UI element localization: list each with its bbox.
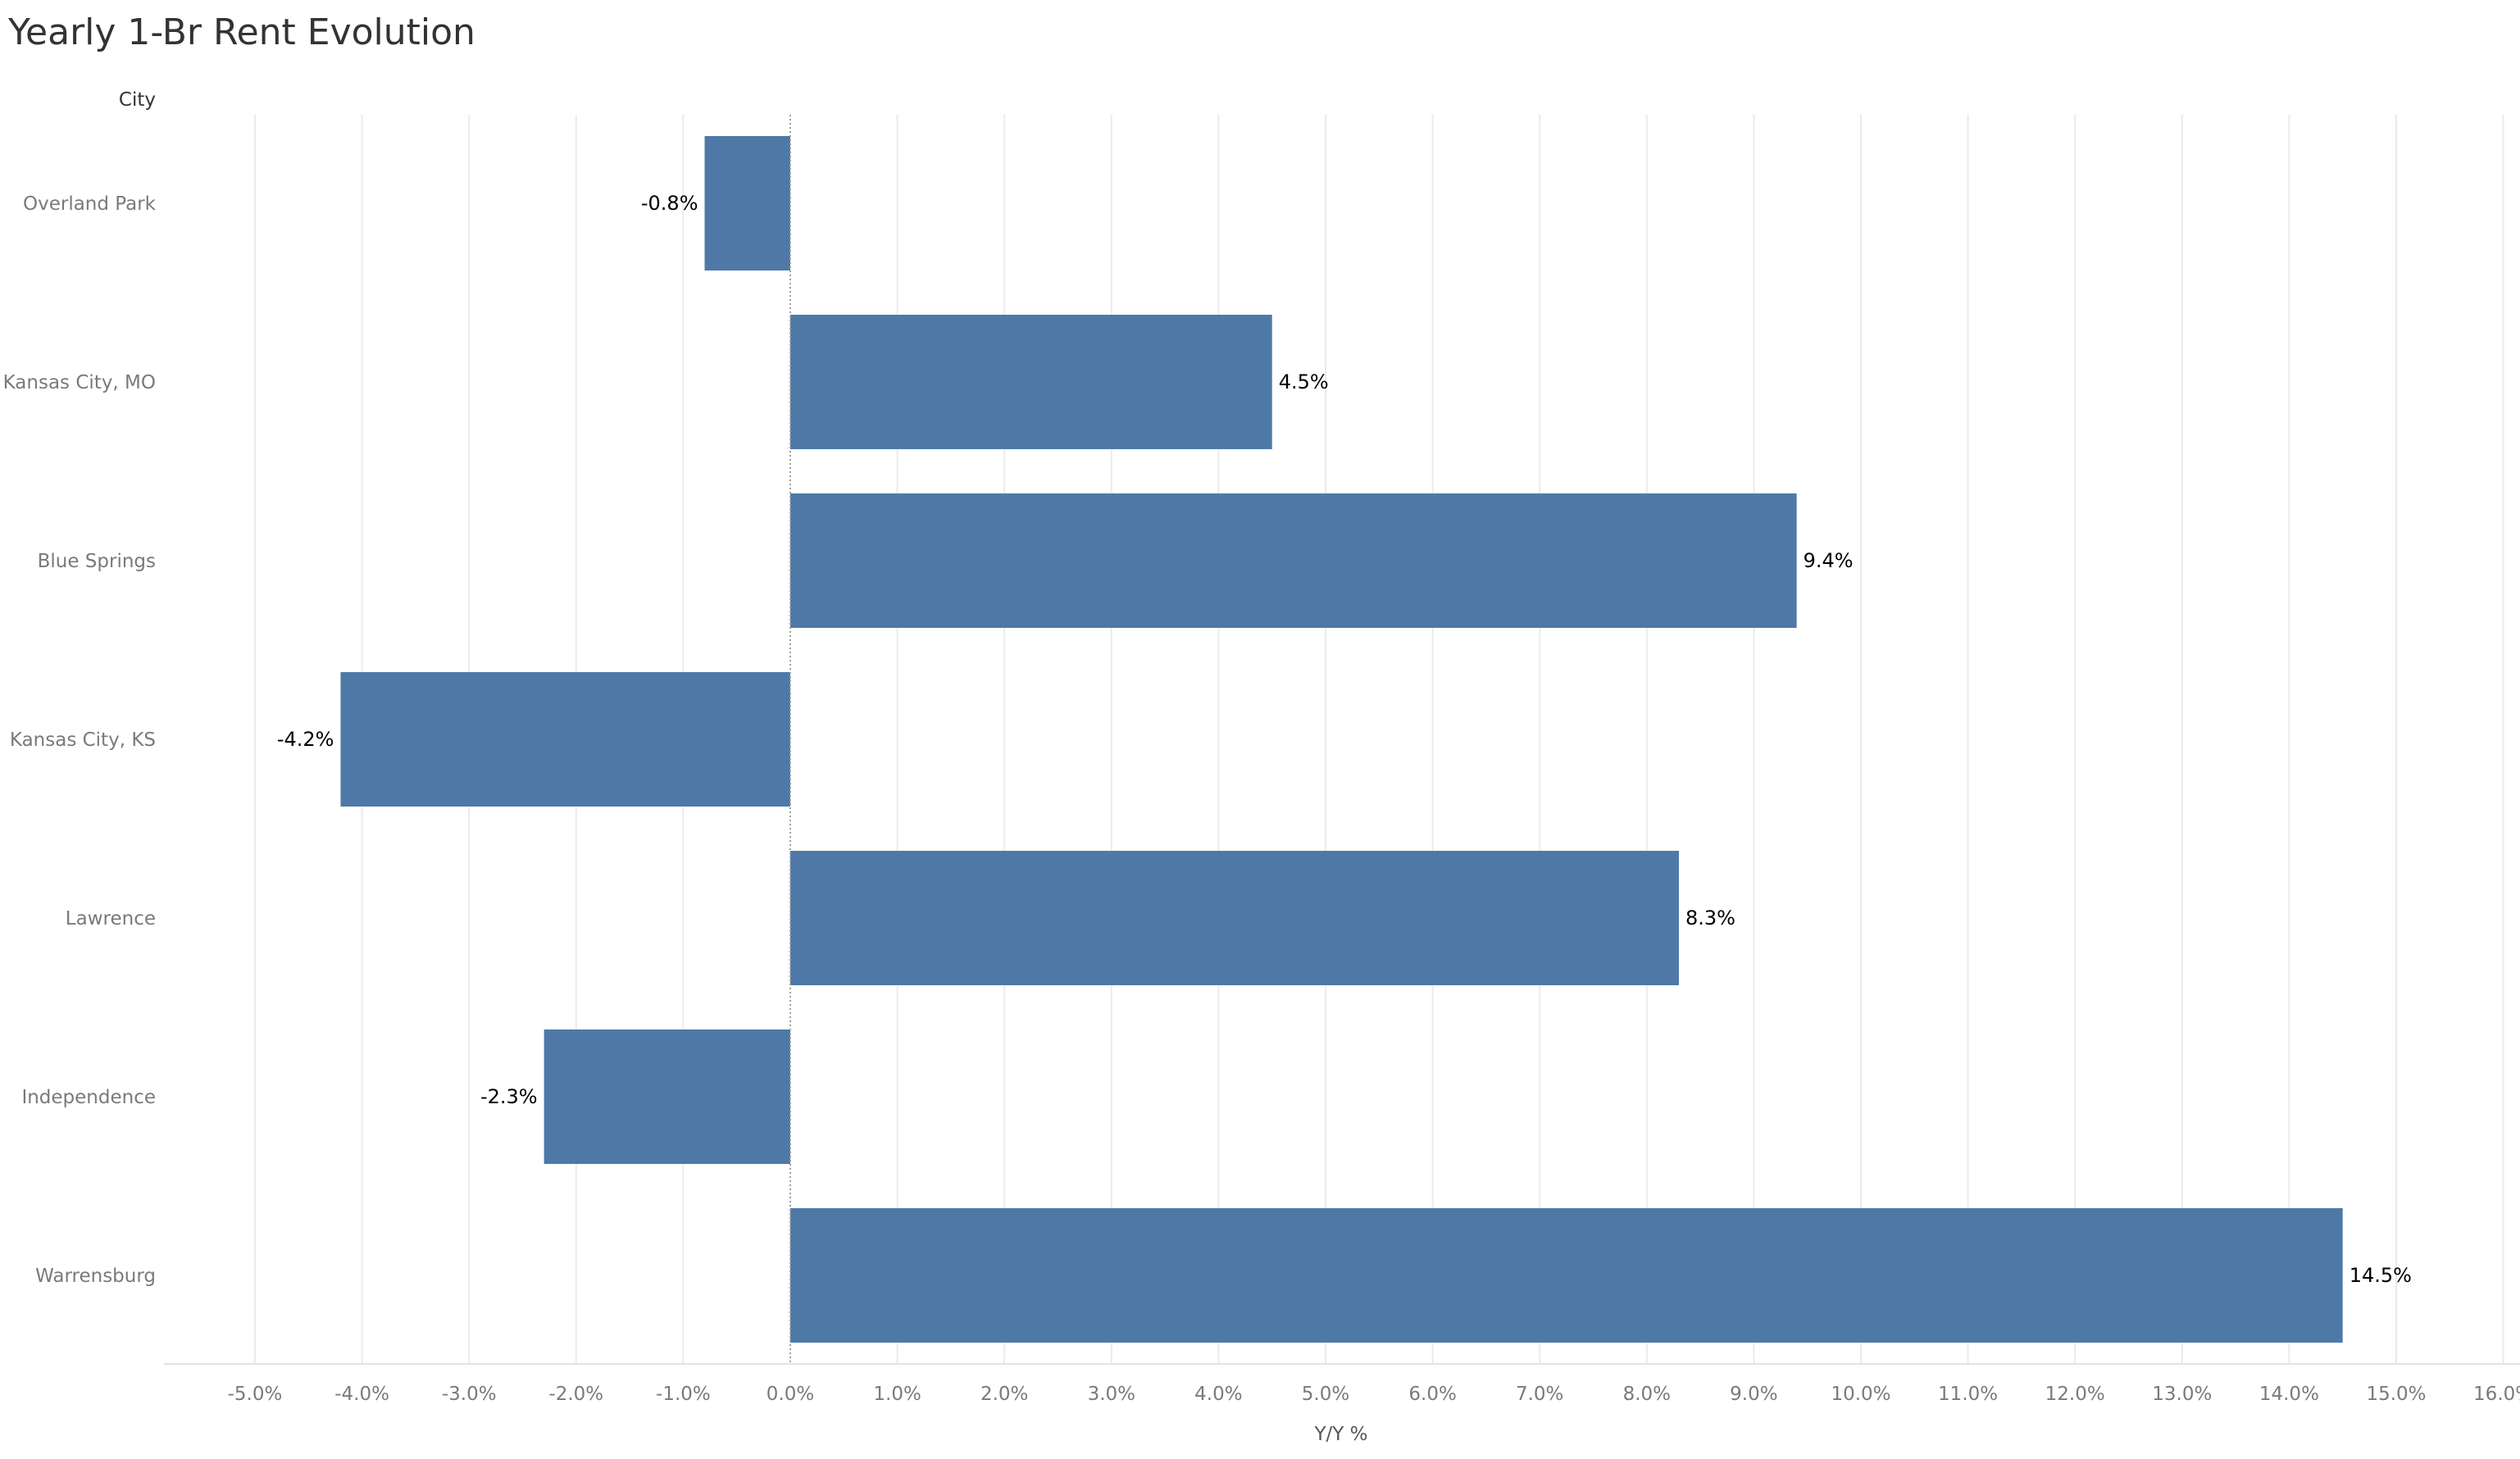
data-label: 14.5% bbox=[2349, 1264, 2412, 1287]
bar[interactable] bbox=[340, 672, 791, 807]
x-tick-label: 5.0% bbox=[1302, 1384, 1349, 1405]
category-label: Kansas City, KS bbox=[10, 730, 156, 751]
x-tick-label: 14.0% bbox=[2259, 1384, 2319, 1405]
x-tick-label: -4.0% bbox=[334, 1384, 389, 1405]
category-label: Independence bbox=[21, 1087, 156, 1108]
category-label: Overland Park bbox=[23, 193, 157, 215]
category-label: Blue Springs bbox=[38, 551, 156, 572]
x-tick-label: 3.0% bbox=[1088, 1384, 1135, 1405]
category-labels: Overland Park Kansas City, MO Blue Springs… bbox=[3, 193, 157, 1287]
bar[interactable] bbox=[544, 1029, 790, 1164]
data-label: -4.2% bbox=[277, 728, 334, 751]
x-tick-label: 16.0% bbox=[2473, 1384, 2520, 1405]
x-tick-label: 11.0% bbox=[1938, 1384, 1998, 1405]
x-tick-label: 12.0% bbox=[2045, 1384, 2105, 1405]
x-axis-title: Y/Y % bbox=[1313, 1424, 1367, 1445]
bar[interactable] bbox=[790, 493, 1797, 628]
x-tick-label: 1.0% bbox=[873, 1384, 921, 1405]
data-label: 9.4% bbox=[1804, 549, 1854, 572]
bar[interactable] bbox=[790, 1208, 2343, 1343]
bar[interactable] bbox=[790, 851, 1679, 985]
x-tick-label: 10.0% bbox=[1831, 1384, 1890, 1405]
chart-title: Yearly 1-Br Rent Evolution bbox=[8, 11, 475, 53]
x-axis-ticks: -5.0% -4.0% -3.0% -2.0% -1.0% 0.0% 1.0% 2.0% 3.0… bbox=[228, 1384, 2520, 1405]
row-header-city: City bbox=[119, 89, 156, 111]
data-label: -0.8% bbox=[641, 192, 698, 215]
bar[interactable] bbox=[704, 136, 790, 270]
x-tick-label: -5.0% bbox=[228, 1384, 283, 1405]
category-label: Kansas City, MO bbox=[3, 372, 156, 393]
data-label: -2.3% bbox=[480, 1085, 538, 1108]
x-tick-label: -2.0% bbox=[548, 1384, 603, 1405]
x-tick-label: 0.0% bbox=[766, 1384, 814, 1405]
x-tick-label: 8.0% bbox=[1623, 1384, 1671, 1405]
x-tick-label: 6.0% bbox=[1408, 1384, 1456, 1405]
x-tick-label: 2.0% bbox=[980, 1384, 1028, 1405]
data-label: 4.5% bbox=[1279, 370, 1329, 393]
bars bbox=[340, 136, 2343, 1343]
data-label: 8.3% bbox=[1685, 907, 1735, 929]
x-tick-label: -1.0% bbox=[656, 1384, 711, 1405]
x-tick-label: 4.0% bbox=[1194, 1384, 1242, 1405]
category-label: Lawrence bbox=[66, 908, 156, 929]
x-tick-label: -3.0% bbox=[442, 1384, 497, 1405]
x-tick-label: 9.0% bbox=[1730, 1384, 1777, 1405]
category-label: Warrensburg bbox=[35, 1266, 156, 1287]
x-tick-label: 13.0% bbox=[2152, 1384, 2212, 1405]
data-labels: -0.8% 4.5% 9.4% -4.2% 8.3% -2.3% 14.5% bbox=[277, 192, 2412, 1287]
x-tick-label: 7.0% bbox=[1516, 1384, 1563, 1405]
bar[interactable] bbox=[790, 315, 1272, 449]
x-tick-label: 15.0% bbox=[2366, 1384, 2426, 1405]
